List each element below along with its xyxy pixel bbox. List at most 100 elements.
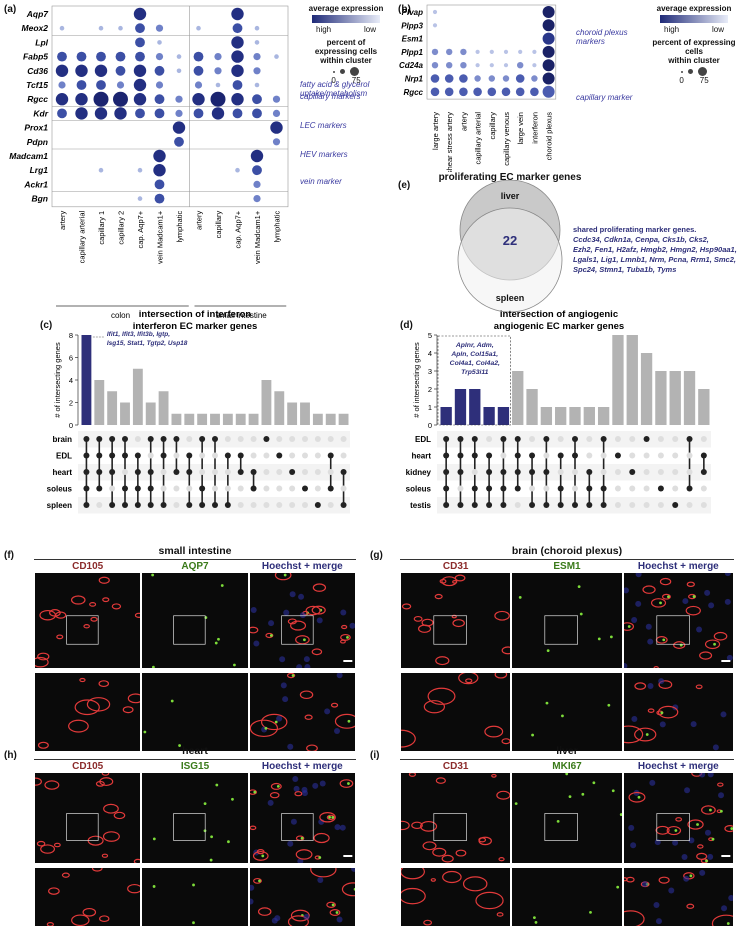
signal-dot [283,573,287,577]
matrix-dot [572,452,578,459]
upset-bar [120,402,130,425]
inset-box [433,813,467,841]
nucleus [727,895,733,902]
group-label-colon: colon [111,311,130,320]
upset-bar [261,380,272,425]
matrix-dot [263,452,270,459]
matrix-dot [314,436,321,442]
vessel-shape [35,656,49,668]
vessel-shape [423,919,433,926]
panel-label-g: (g) [370,550,383,561]
venn-label-spleen: spleen [495,293,525,303]
vessel-shape [711,914,733,926]
dot-b [475,49,480,55]
matrix-dot [629,485,636,492]
dot-b [515,87,525,97]
dot-b [542,32,555,45]
gene-label-a: Lrg1 [30,165,49,175]
signal-dot [658,601,662,605]
matrix-dot [83,436,90,442]
matrix-dot [672,502,679,508]
vessel-shape [633,682,646,690]
matrix-dot [122,485,128,492]
legend-a-low: low [363,25,376,34]
vessel-shape [658,876,670,884]
matrix-dot [276,452,283,459]
gene-label-a: Tcf15 [26,80,48,90]
signal-dot [607,703,611,707]
group-label-si: small intestine [216,311,267,320]
legend-b-low: low [711,25,724,34]
dot-a [133,93,147,106]
upset-bar [569,407,581,425]
matrix-dot [657,436,664,442]
vessel-shape [695,852,707,860]
vessel-shape [417,624,432,633]
cluster-label-a: cap. Aqp7+ [136,210,145,248]
dot-a [235,167,240,173]
vessel-shape [496,912,504,917]
micrograph-f-top-1 [35,573,141,668]
vessel-shape [68,719,89,733]
nucleus [303,656,310,663]
upset-title-2: angiogenic EC marker genes [494,321,624,332]
vessel-shape [340,624,347,630]
nucleus [647,682,654,689]
matrix-dot [96,469,103,475]
set-label: brain [52,435,72,444]
matrix-dot [700,485,707,492]
legend-b-pct2: within cluster [668,56,720,65]
upset-bar [483,407,495,425]
signal-dot [616,885,620,889]
set-label: testis [410,501,431,510]
micrograph-h-top-1 [35,773,141,863]
upset-bar [469,389,481,425]
callout-gene-text: Trp53i11 [461,369,489,376]
vessel-shape [89,602,97,607]
signal-dot [143,730,147,734]
dot-a [75,107,88,120]
nucleus [316,617,323,624]
matrix-dot [263,436,270,442]
vessel-shape [305,744,318,751]
matrix-dot [457,502,464,508]
vessel-shape [37,741,49,749]
dot-b [542,85,555,98]
vessel-shape [458,673,479,685]
vessel-shape [53,842,61,848]
vessel-shape [439,578,447,584]
shared-genes-line-3: Lgals1, Lig1, Lmnb1, Nrm, Pcna, Rrm1, Sm… [573,255,736,264]
channel-label-g-3: Hoechst + merge [637,561,719,572]
upset-bar [197,413,208,425]
nucleus [667,887,674,894]
micrograph-drawing [627,773,733,863]
upset-bar [145,402,156,425]
cluster-label-a: cap. Aqp7+ [234,210,243,248]
gene-label-a: Cd36 [27,66,48,76]
micrograph-drawing [401,868,504,926]
signal-dot [210,858,213,862]
vessel-shape [134,612,141,618]
matrix-dot [250,452,257,459]
vessel-shape [260,713,288,731]
dot-a [155,81,164,89]
vessel-shape [299,690,313,700]
upset-bar [454,389,467,425]
legend-b-gradient [660,15,728,23]
vessel-shape [672,641,685,649]
inset-box [66,615,99,645]
matrix-dot [122,469,128,475]
set-label: soleus [406,485,432,494]
vessel-shape [501,646,511,655]
matrix-dot [186,469,193,475]
dot-a [59,25,65,31]
dot-b [488,75,495,82]
dot-b [473,87,482,97]
venn-diagram [457,180,563,313]
micrograph-g-bot-1 [401,673,511,751]
upset-bar [497,407,510,425]
nucleus [635,573,642,578]
annot-vein: vein marker [300,177,342,186]
signal-dot [531,733,535,737]
dotplot-b: Plvap Plpp3 Esm1 Plpp1 Cd24a Nrp1 Rgcc [399,4,557,100]
